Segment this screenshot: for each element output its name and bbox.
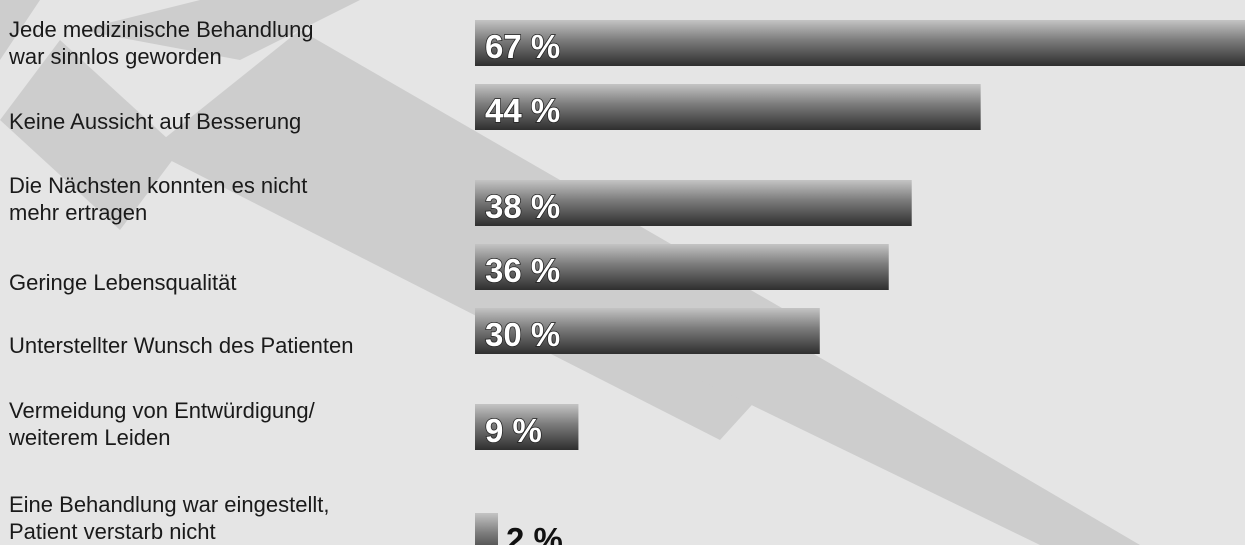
category-label: Eine Behandlung war eingestellt, Patient…	[9, 491, 329, 545]
value-label: 36 %	[485, 252, 560, 289]
category-label: Jede medizinische Behandlung war sinnlos…	[9, 16, 314, 70]
value-label: 38 %	[485, 188, 560, 225]
bar	[475, 20, 1245, 66]
value-label: 2 %	[506, 521, 563, 545]
category-label: Die Nächsten konnten es nicht mehr ertra…	[9, 172, 307, 226]
value-label: 30 %	[485, 316, 560, 353]
bar	[475, 513, 498, 545]
category-label: Unterstellter Wunsch des Patienten	[9, 332, 353, 359]
value-label: 9 %	[485, 412, 542, 449]
category-label: Keine Aussicht auf Besserung	[9, 108, 301, 135]
value-label: 44 %	[485, 92, 560, 129]
category-label: Vermeidung von Entwürdigung/ weiterem Le…	[9, 397, 315, 451]
value-label: 67 %	[485, 28, 560, 65]
category-label: Geringe Lebensqualität	[9, 269, 237, 296]
page: 67 %44 %38 %36 %30 %9 %2 % (() => { cons…	[0, 0, 1245, 545]
